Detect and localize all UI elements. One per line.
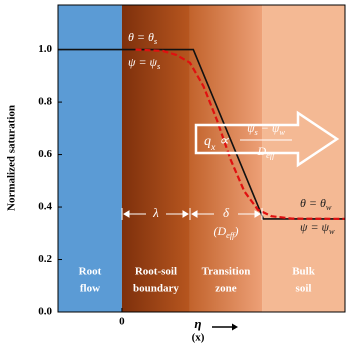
y-axis-label: Normalized saturation — [6, 105, 18, 211]
plot-frame — [57, 4, 346, 313]
annotation-part: x — [210, 142, 216, 153]
region-label: flow — [80, 283, 100, 295]
annotation-part: ψ — [247, 121, 255, 135]
annotation-part: − ψ — [258, 121, 280, 135]
region-label: Bulk — [292, 266, 316, 278]
region-label: Transition — [202, 266, 251, 278]
annotation-part: ) — [234, 224, 239, 238]
region-label: Root-soil — [135, 266, 177, 278]
y-tick-label: 0.6 — [38, 148, 52, 160]
annotation-part: w — [329, 227, 335, 236]
annotation-part: q — [204, 134, 211, 149]
annotation-part: λ — [152, 205, 159, 220]
y-tick-label: 0.8 — [38, 96, 52, 108]
annotation: Deff — [256, 144, 276, 161]
annotation-part: w — [326, 203, 332, 212]
annotation: λ — [152, 205, 159, 220]
x-axis-sublabel: (x) — [192, 332, 205, 343]
region — [262, 5, 345, 312]
annotation-part: D — [256, 144, 266, 158]
annotation: ψs − ψw — [247, 121, 285, 138]
annotation-part: s — [154, 37, 157, 46]
region-label: Root — [79, 266, 102, 278]
annotation: θ = θw — [300, 196, 332, 213]
region — [189, 5, 263, 312]
annotation: θ = θs — [128, 30, 157, 47]
dimension-markers — [121, 208, 263, 220]
annotation-part: θ = θ — [128, 30, 154, 44]
annotation-part: s — [157, 62, 160, 71]
region-label: boundary — [133, 283, 179, 295]
annotation-part: θ = θ — [300, 196, 326, 210]
flux-arrow — [194, 110, 340, 168]
annotation: (Deff) — [213, 224, 238, 241]
x-axis-label: η — [194, 316, 201, 331]
x-direction-arrowhead — [232, 323, 238, 331]
annotation-part: eff — [226, 231, 236, 240]
annotation: qx ∝ — [204, 134, 230, 153]
y-tick-label: 0.0 — [38, 306, 52, 318]
annotation-part: δ — [223, 205, 230, 220]
region-label: soil — [296, 283, 312, 295]
annotation-part: ψ = ψ — [128, 55, 158, 69]
annotation: ψ = ψs — [128, 55, 160, 72]
annotation: δ — [223, 205, 230, 220]
region — [121, 5, 190, 312]
region-label: zone — [215, 283, 237, 295]
annotation: ψ = ψw — [300, 220, 335, 237]
y-tick-label: 1.0 — [38, 43, 52, 55]
annotation-part: ∝ — [215, 134, 230, 149]
annotation-part: eff — [266, 151, 276, 160]
annotation-part: ψ = ψ — [300, 220, 330, 234]
region — [58, 5, 122, 312]
y-tick-label: 0.4 — [38, 201, 52, 213]
y-tick-label: 0.2 — [38, 253, 52, 265]
data-line — [135, 48, 346, 220]
x-tick-label: 0 — [119, 316, 125, 328]
annotation-part: s — [255, 128, 258, 137]
annotation-part: w — [279, 128, 285, 137]
annotation-part: (D — [213, 224, 226, 238]
data-line — [58, 48, 345, 220]
